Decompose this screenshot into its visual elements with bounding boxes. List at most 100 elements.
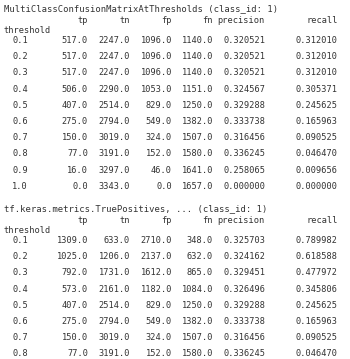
Text: 2137.0: 2137.0 bbox=[140, 252, 172, 261]
Text: 1250.0: 1250.0 bbox=[182, 301, 213, 310]
Text: fp: fp bbox=[161, 16, 172, 25]
Text: 0.046470: 0.046470 bbox=[296, 149, 338, 158]
Text: 0.258065: 0.258065 bbox=[223, 165, 265, 174]
Text: 0.325703: 0.325703 bbox=[223, 236, 265, 245]
Text: 0.8: 0.8 bbox=[12, 349, 28, 358]
Text: precision: precision bbox=[218, 16, 265, 25]
Text: 1140.0: 1140.0 bbox=[182, 69, 213, 78]
Text: 792.0: 792.0 bbox=[62, 269, 88, 278]
Text: 0.165963: 0.165963 bbox=[296, 117, 338, 126]
Text: 0.165963: 0.165963 bbox=[296, 317, 338, 326]
Text: 77.0: 77.0 bbox=[67, 349, 88, 358]
Text: 0.009656: 0.009656 bbox=[296, 165, 338, 174]
Text: 0.316456: 0.316456 bbox=[223, 133, 265, 142]
Text: 348.0: 348.0 bbox=[187, 236, 213, 245]
Text: 275.0: 275.0 bbox=[62, 317, 88, 326]
Text: 1025.0: 1025.0 bbox=[56, 252, 88, 261]
Text: 0.0: 0.0 bbox=[156, 182, 172, 191]
Text: 829.0: 829.0 bbox=[146, 101, 172, 110]
Text: 150.0: 150.0 bbox=[62, 333, 88, 342]
Text: 1612.0: 1612.0 bbox=[140, 269, 172, 278]
Text: 2514.0: 2514.0 bbox=[98, 301, 130, 310]
Text: 517.0: 517.0 bbox=[62, 36, 88, 45]
Text: 1731.0: 1731.0 bbox=[98, 269, 130, 278]
Text: fp: fp bbox=[161, 216, 172, 225]
Text: 0.7: 0.7 bbox=[12, 133, 28, 142]
Text: 1084.0: 1084.0 bbox=[182, 285, 213, 294]
Text: 633.0: 633.0 bbox=[104, 236, 130, 245]
Text: 0.090525: 0.090525 bbox=[296, 133, 338, 142]
Text: 1096.0: 1096.0 bbox=[140, 36, 172, 45]
Text: 1.0: 1.0 bbox=[12, 182, 28, 191]
Text: 0.333738: 0.333738 bbox=[223, 117, 265, 126]
Text: 1096.0: 1096.0 bbox=[140, 52, 172, 61]
Text: 0.7: 0.7 bbox=[12, 333, 28, 342]
Text: 2247.0: 2247.0 bbox=[98, 36, 130, 45]
Text: 152.0: 152.0 bbox=[146, 349, 172, 358]
Text: 0.245625: 0.245625 bbox=[296, 101, 338, 110]
Text: 0.336245: 0.336245 bbox=[223, 149, 265, 158]
Text: 506.0: 506.0 bbox=[62, 85, 88, 94]
Text: 0.336245: 0.336245 bbox=[223, 349, 265, 358]
Text: tn: tn bbox=[119, 216, 130, 225]
Text: threshold: threshold bbox=[4, 26, 51, 35]
Text: 2794.0: 2794.0 bbox=[98, 117, 130, 126]
Text: 0.789982: 0.789982 bbox=[296, 236, 338, 245]
Text: threshold: threshold bbox=[4, 226, 51, 235]
Text: MultiClassConfusionMatrixAtThresholds (class_id: 1): MultiClassConfusionMatrixAtThresholds (c… bbox=[4, 4, 278, 13]
Text: 152.0: 152.0 bbox=[146, 149, 172, 158]
Text: 3019.0: 3019.0 bbox=[98, 333, 130, 342]
Text: 3191.0: 3191.0 bbox=[98, 349, 130, 358]
Text: 573.0: 573.0 bbox=[62, 285, 88, 294]
Text: 1182.0: 1182.0 bbox=[140, 285, 172, 294]
Text: 0.0: 0.0 bbox=[72, 182, 88, 191]
Text: precision: precision bbox=[218, 216, 265, 225]
Text: 77.0: 77.0 bbox=[67, 149, 88, 158]
Text: 0.333738: 0.333738 bbox=[223, 317, 265, 326]
Text: 1140.0: 1140.0 bbox=[182, 52, 213, 61]
Text: 2247.0: 2247.0 bbox=[98, 52, 130, 61]
Text: 0.5: 0.5 bbox=[12, 301, 28, 310]
Text: 1206.0: 1206.0 bbox=[98, 252, 130, 261]
Text: 0.3: 0.3 bbox=[12, 69, 28, 78]
Text: 0.6: 0.6 bbox=[12, 317, 28, 326]
Text: 0.324162: 0.324162 bbox=[223, 252, 265, 261]
Text: 0.8: 0.8 bbox=[12, 149, 28, 158]
Text: 0.329288: 0.329288 bbox=[223, 101, 265, 110]
Text: 3297.0: 3297.0 bbox=[98, 165, 130, 174]
Text: 549.0: 549.0 bbox=[146, 117, 172, 126]
Text: 0.090525: 0.090525 bbox=[296, 333, 338, 342]
Text: 2710.0: 2710.0 bbox=[140, 236, 172, 245]
Text: 407.0: 407.0 bbox=[62, 301, 88, 310]
Text: 517.0: 517.0 bbox=[62, 69, 88, 78]
Text: 407.0: 407.0 bbox=[62, 101, 88, 110]
Text: fn: fn bbox=[203, 16, 213, 25]
Text: 0.4: 0.4 bbox=[12, 85, 28, 94]
Text: recall: recall bbox=[307, 216, 338, 225]
Text: 0.1: 0.1 bbox=[12, 36, 28, 45]
Text: 0.329288: 0.329288 bbox=[223, 301, 265, 310]
Text: 0.312010: 0.312010 bbox=[296, 69, 338, 78]
Text: 1250.0: 1250.0 bbox=[182, 101, 213, 110]
Text: 0.329451: 0.329451 bbox=[223, 269, 265, 278]
Text: 2247.0: 2247.0 bbox=[98, 69, 130, 78]
Text: 1382.0: 1382.0 bbox=[182, 117, 213, 126]
Text: recall: recall bbox=[307, 16, 338, 25]
Text: 1507.0: 1507.0 bbox=[182, 133, 213, 142]
Text: 0.000000: 0.000000 bbox=[223, 182, 265, 191]
Text: fn: fn bbox=[203, 216, 213, 225]
Text: 1140.0: 1140.0 bbox=[182, 36, 213, 45]
Text: 1580.0: 1580.0 bbox=[182, 149, 213, 158]
Text: 1096.0: 1096.0 bbox=[140, 69, 172, 78]
Text: 324.0: 324.0 bbox=[146, 133, 172, 142]
Text: 46.0: 46.0 bbox=[151, 165, 172, 174]
Text: 1641.0: 1641.0 bbox=[182, 165, 213, 174]
Text: 16.0: 16.0 bbox=[67, 165, 88, 174]
Text: 3343.0: 3343.0 bbox=[98, 182, 130, 191]
Text: 1580.0: 1580.0 bbox=[182, 349, 213, 358]
Text: 0.477972: 0.477972 bbox=[296, 269, 338, 278]
Text: 0.245625: 0.245625 bbox=[296, 301, 338, 310]
Text: 0.1: 0.1 bbox=[12, 236, 28, 245]
Text: 1507.0: 1507.0 bbox=[182, 333, 213, 342]
Text: 3191.0: 3191.0 bbox=[98, 149, 130, 158]
